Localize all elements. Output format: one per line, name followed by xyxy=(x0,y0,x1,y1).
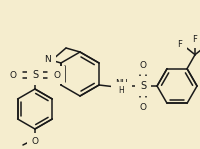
Text: F: F xyxy=(178,40,182,49)
Text: O: O xyxy=(9,70,16,80)
Text: H: H xyxy=(118,86,124,94)
Text: O: O xyxy=(140,60,147,69)
Text: O: O xyxy=(31,138,38,146)
Text: NH: NH xyxy=(115,79,127,87)
Text: S: S xyxy=(32,70,38,80)
Text: N: N xyxy=(45,55,51,65)
Text: O: O xyxy=(53,70,60,80)
Text: O: O xyxy=(140,103,147,111)
Text: S: S xyxy=(140,81,146,91)
Text: F: F xyxy=(193,35,197,44)
